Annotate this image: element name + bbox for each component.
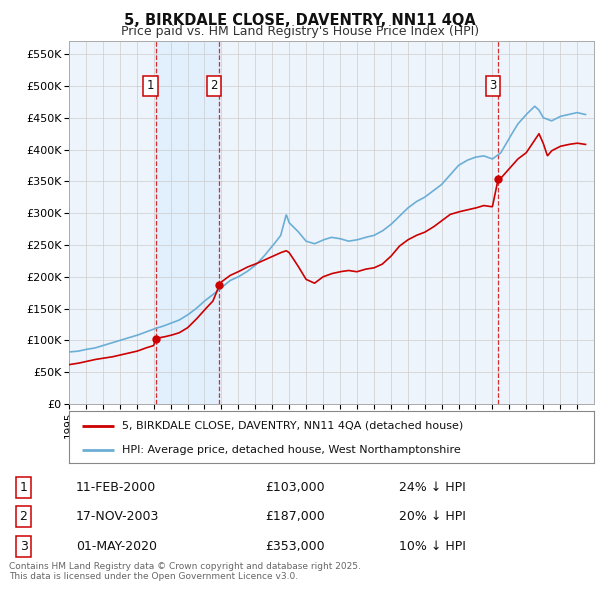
Text: £103,000: £103,000 [265,481,325,494]
Text: 01-MAY-2020: 01-MAY-2020 [76,540,157,553]
Text: 5, BIRKDALE CLOSE, DAVENTRY, NN11 4QA: 5, BIRKDALE CLOSE, DAVENTRY, NN11 4QA [124,13,476,28]
Bar [155,41,220,404]
Text: 2: 2 [211,80,218,93]
Text: Price paid vs. HM Land Registry's House Price Index (HPI): Price paid vs. HM Land Registry's House … [121,25,479,38]
Text: 1: 1 [20,481,28,494]
Text: 3: 3 [489,80,497,93]
Text: 5, BIRKDALE CLOSE, DAVENTRY, NN11 4QA (detached house): 5, BIRKDALE CLOSE, DAVENTRY, NN11 4QA (d… [121,421,463,431]
Text: HPI: Average price, detached house, West Northamptonshire: HPI: Average price, detached house, West… [121,445,460,455]
Text: £187,000: £187,000 [265,510,325,523]
Text: 20% ↓ HPI: 20% ↓ HPI [399,510,466,523]
Text: 1: 1 [147,80,154,93]
Text: 24% ↓ HPI: 24% ↓ HPI [399,481,466,494]
Text: 17-NOV-2003: 17-NOV-2003 [76,510,160,523]
Text: Contains HM Land Registry data © Crown copyright and database right 2025.
This d: Contains HM Land Registry data © Crown c… [9,562,361,581]
Text: 11-FEB-2000: 11-FEB-2000 [76,481,156,494]
Text: 3: 3 [20,540,28,553]
Text: £353,000: £353,000 [265,540,325,553]
Text: 2: 2 [20,510,28,523]
Text: 10% ↓ HPI: 10% ↓ HPI [399,540,466,553]
